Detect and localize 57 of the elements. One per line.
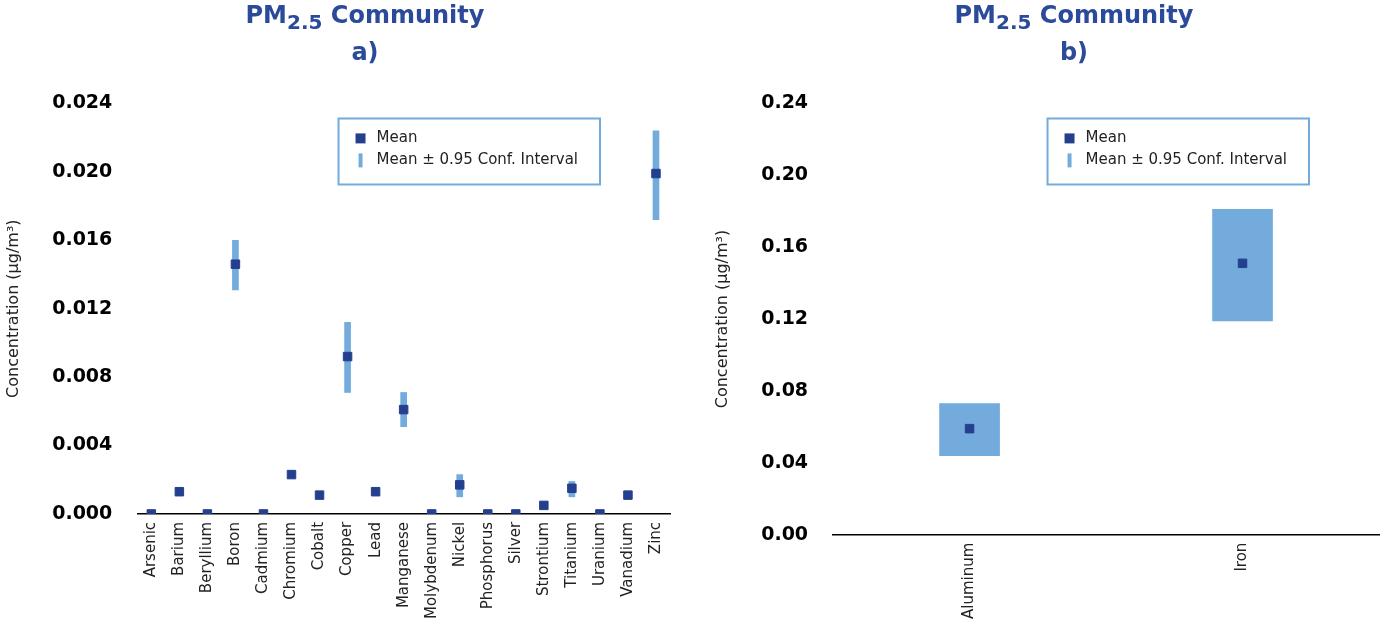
y-tick-label: 0.12: [761, 305, 809, 328]
x-tick-label: Uranium: [589, 521, 608, 586]
x-tick-label: Barium: [169, 521, 188, 576]
x-tick-label: Strontium: [533, 521, 552, 596]
legend-label: Mean: [376, 128, 418, 147]
x-tick-label: Vanadium: [617, 521, 636, 597]
point: [286, 469, 297, 480]
point: [230, 259, 241, 269]
x-tick-label: Copper: [337, 520, 356, 576]
x-tick-label: Phosphorus: [477, 521, 496, 609]
y-tick-label: 0.16: [761, 233, 809, 256]
x-tick-label: Nickel: [449, 521, 468, 567]
point: [314, 490, 325, 500]
x-tick-label: Lead: [365, 521, 384, 558]
chart-title: PM$_{2.5}$ Community: [953, 0, 1195, 36]
chart-title: PM$_{2.5}$ Community: [244, 0, 486, 36]
point: [174, 486, 185, 497]
y-axis-title: Concentration (µg/m³): [711, 229, 731, 409]
x-tick-label: Aluminum: [959, 542, 978, 619]
legend-label: Mean: [1085, 128, 1127, 147]
y-tick-label: 0.04: [761, 449, 809, 472]
y-tick-label: 0.008: [52, 363, 113, 386]
point: [398, 404, 409, 415]
x-tick-label: Boron: [225, 521, 244, 566]
legend-label: Mean ± 0.95 Conf. Interval: [376, 150, 578, 169]
point: [651, 168, 661, 179]
point: [623, 490, 633, 500]
x-tick-label: Cobalt: [309, 521, 328, 571]
x-tick-label: Zinc: [645, 521, 664, 554]
point: [567, 483, 577, 493]
y-tick-label: 0.20: [761, 162, 809, 185]
y-tick-label: 0.024: [52, 90, 113, 113]
chart-subtitle: b): [1058, 36, 1090, 67]
x-tick-label: Arsenic: [141, 521, 160, 578]
y-tick-label: 0.012: [52, 295, 113, 318]
y-tick-label: 0.020: [52, 158, 113, 181]
x-tick-label: Chromium: [281, 521, 300, 600]
x-tick-label: Cadmium: [253, 521, 272, 594]
y-tick-label: 0.016: [52, 226, 113, 249]
chart-subtitle: a): [350, 36, 380, 67]
y-tick-label: 0.08: [761, 377, 809, 400]
point: [342, 351, 353, 362]
point: [454, 479, 465, 490]
x-tick-label: Beryllium: [197, 521, 216, 593]
y-tick-label: 0.00: [761, 521, 809, 544]
legend-label: Mean ± 0.95 Conf. Interval: [1085, 150, 1287, 169]
y-axis-title: Concentration (µg/m³): [2, 219, 22, 398]
y-tick-label: 0.004: [52, 432, 113, 455]
x-tick-label: Molybdenum: [421, 521, 440, 619]
x-tick-label: Titanium: [561, 521, 580, 589]
point: [539, 500, 549, 510]
y-tick-label: 0.24: [761, 90, 809, 113]
point: [370, 486, 381, 497]
x-tick-label: Silver: [505, 520, 524, 564]
x-tick-label: Iron: [1232, 542, 1251, 572]
y-tick-label: 0.000: [52, 500, 113, 523]
x-tick-label: Manganese: [393, 521, 412, 608]
